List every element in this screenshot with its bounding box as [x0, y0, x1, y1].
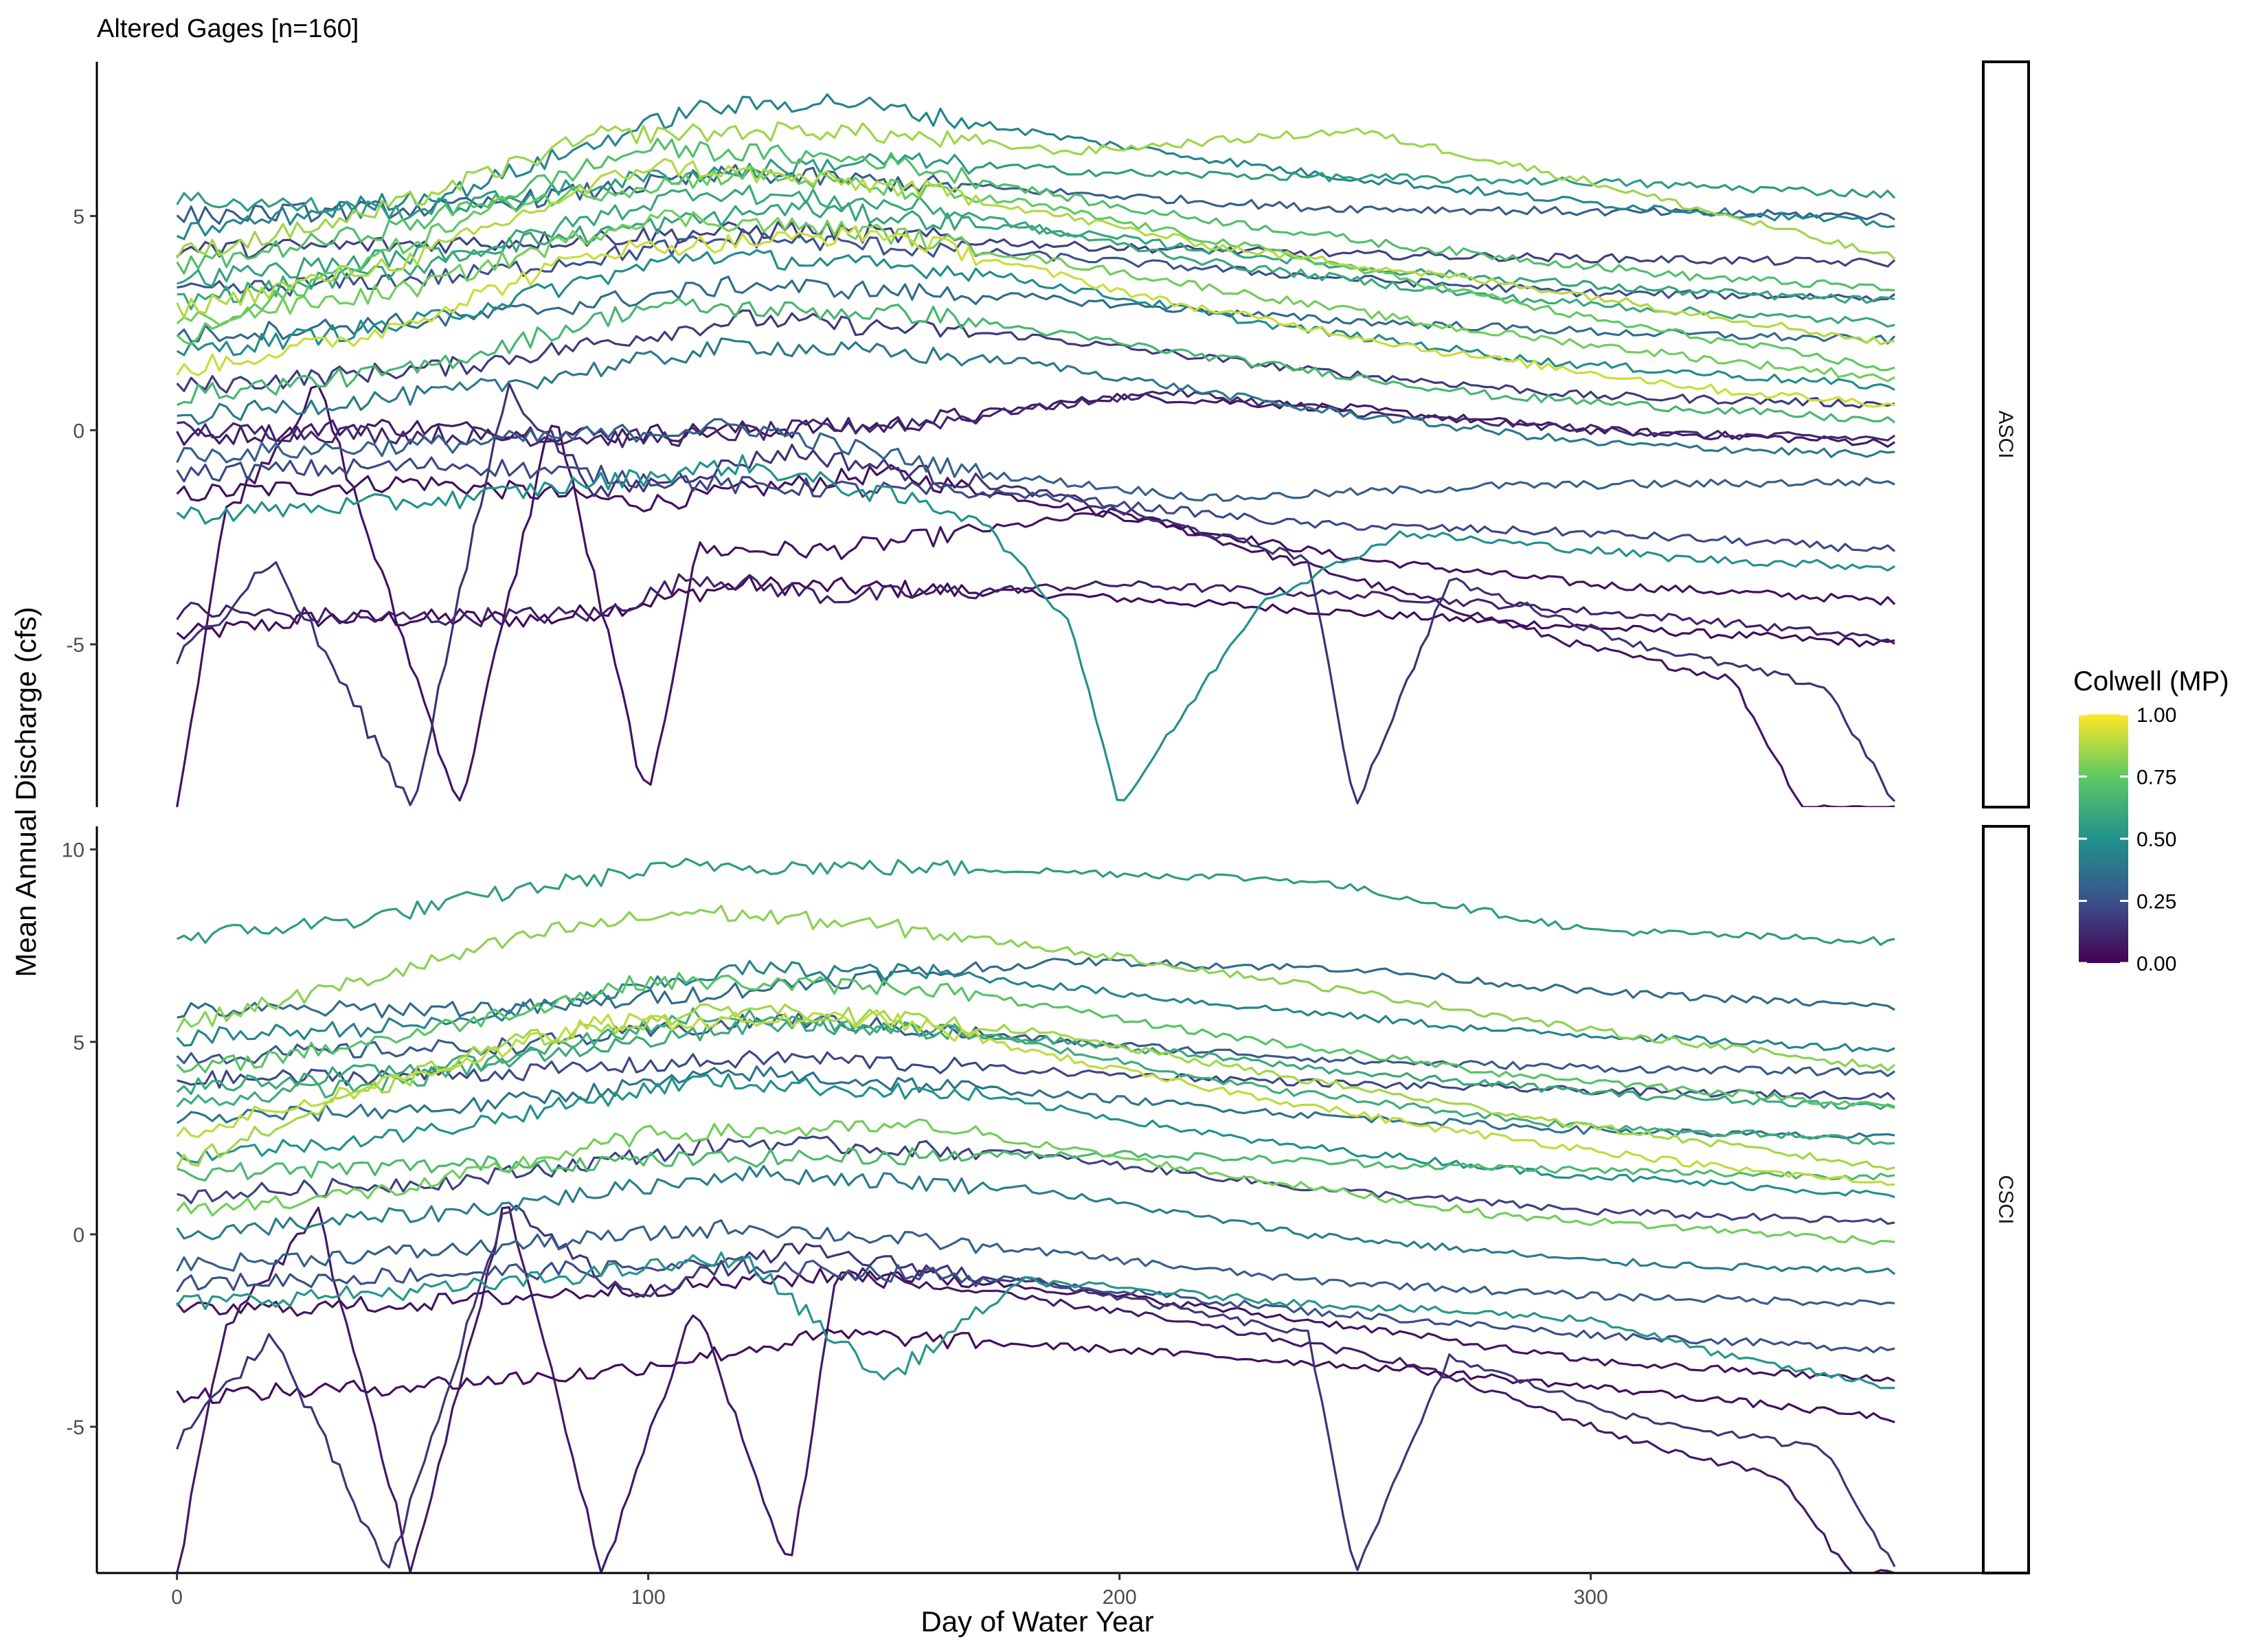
y-tick-label: 10 [62, 839, 84, 862]
legend-title: Colwell (MP) [2073, 666, 2229, 697]
series-line-asci-1 [176, 121, 1896, 260]
series-line-asci-12 [176, 297, 1896, 424]
y-tick-label: 0 [73, 1224, 84, 1247]
series-line-csci-3 [176, 960, 1895, 1052]
facet-strip-csci [1982, 825, 2030, 1574]
series-line-asci-8 [176, 275, 1896, 345]
colorbar-legend: Colwell (MP) 1.00 0.75 0.50 0.25 0.00 [2073, 666, 2229, 975]
x-tick-label: 200 [1103, 1586, 1137, 1609]
series-line-asci-20 [176, 574, 1895, 648]
series-line-csci-6 [176, 1007, 1895, 1146]
series-line-asci-13 [177, 337, 1895, 458]
series-line-asci-18 [176, 464, 1896, 606]
series-line-csci-7 [176, 1009, 1895, 1186]
series-line-csci-2 [177, 957, 1895, 1019]
y-axis-label: Mean Annual Discharge (cfs) [10, 607, 42, 977]
series-line-asci-9 [176, 249, 1895, 391]
series-line-asci-0 [176, 152, 1896, 222]
series-line-csci-4 [176, 971, 1895, 1109]
y-tick-label: 5 [73, 205, 84, 228]
facet-strip-asci [1982, 60, 2030, 808]
series-line-csci-14 [176, 1219, 1895, 1307]
series-line-csci-15 [176, 1256, 1895, 1354]
series-line-csci-9 [177, 1147, 1895, 1181]
series-line-csci-19 [176, 1206, 1895, 1573]
facet-strip-label: ASCI [1994, 410, 2017, 458]
series-line-asci-4 [176, 137, 1895, 292]
facet-strip-label: CSCI [1994, 1175, 2017, 1225]
facet-asci-lines [176, 93, 1896, 807]
series-line-csci-8 [176, 1065, 1895, 1140]
legend-ticks: 1.00 0.75 0.50 0.25 0.00 [2079, 704, 2176, 975]
series-line-asci-2 [176, 93, 1895, 240]
series-line-asci-24 [176, 164, 1895, 372]
legend-tick-label: 0.00 [2136, 953, 2176, 975]
legend-tick-label: 1.00 [2136, 704, 2176, 727]
legend-tick-label: 0.75 [2136, 767, 2176, 789]
series-line-asci-22 [176, 385, 1895, 807]
series-line-asci-11 [176, 309, 1895, 409]
series-line-asci-17 [176, 456, 1896, 552]
series-line-csci-16 [176, 1251, 1895, 1390]
y-tick-label: -5 [66, 1416, 84, 1439]
series-line-csci-17 [176, 1267, 1895, 1383]
series-line-asci-25 [177, 199, 1895, 304]
legend-tick-label: 0.25 [2136, 891, 2176, 914]
series-line-asci-26 [176, 157, 1895, 346]
series-line-asci-19 [176, 454, 1895, 802]
y-tick-label: -5 [66, 634, 84, 657]
series-line-asci-10 [176, 225, 1895, 408]
y-tick-label: 0 [73, 420, 84, 442]
series-line-asci-21 [176, 573, 1895, 645]
y-tick-label: 5 [73, 1032, 84, 1054]
x-axis-label: Day of Water Year [921, 1605, 1153, 1638]
series-line-csci-1 [176, 905, 1896, 1072]
series-line-asci-5 [177, 228, 1896, 302]
series-line-csci-20 [176, 1204, 1896, 1572]
x-tick-label: 100 [631, 1586, 666, 1609]
series-line-csci-13 [176, 1164, 1896, 1276]
series-line-asci-7 [176, 209, 1895, 383]
axes-layer: 5 0 -5 ASCI 10 5 0 -5 CSCI 0 100 200 300 [62, 60, 2030, 1609]
chart-title: Altered Gages [n=160] [97, 14, 359, 43]
series-line-csci-5 [176, 1011, 1895, 1077]
series-line-csci-21 [176, 1003, 1895, 1170]
series-line-asci-6 [177, 184, 1895, 328]
series-line-csci-18 [176, 1328, 1895, 1424]
legend-tick-label: 0.50 [2136, 828, 2176, 851]
facet-csci-lines [176, 857, 1896, 1573]
series-line-asci-16 [176, 418, 1895, 502]
x-tick-label: 300 [1574, 1586, 1608, 1609]
x-tick-label: 0 [171, 1586, 183, 1609]
series-line-csci-0 [176, 857, 1895, 946]
series-line-asci-27 [176, 221, 1896, 268]
series-line-csci-10 [176, 1073, 1895, 1199]
series-line-asci-3 [176, 163, 1895, 225]
series-line-asci-23 [176, 383, 1896, 806]
series-line-csci-12 [176, 1118, 1895, 1245]
